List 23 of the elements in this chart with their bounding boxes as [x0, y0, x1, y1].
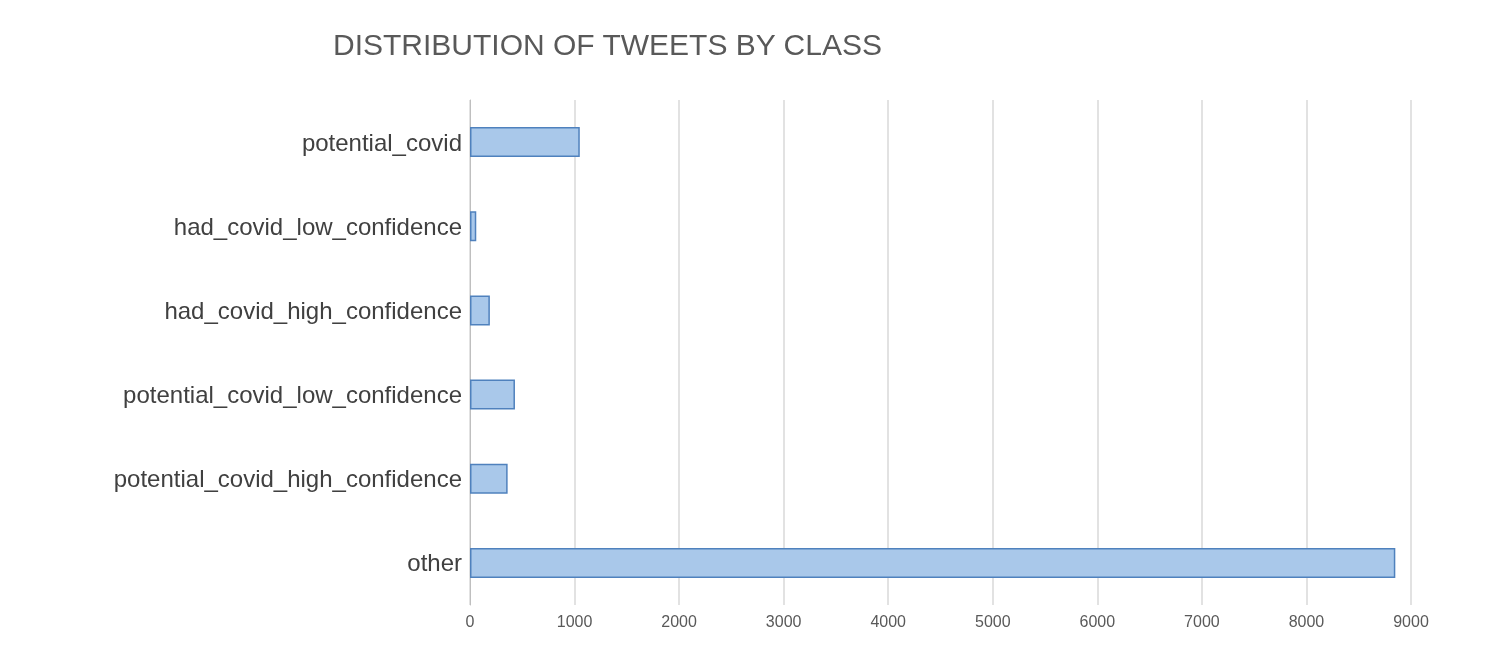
x-tick-label: 7000: [1184, 612, 1220, 630]
y-tick-label: potential_covid_low_confidence: [123, 381, 462, 409]
x-tick-label: 9000: [1393, 612, 1429, 630]
bar: [470, 295, 490, 326]
x-tick-label: 0: [465, 612, 475, 630]
chart-title: DISTRIBUTION OF TWEETS BY CLASS: [333, 27, 882, 61]
x-tick-label: 6000: [1079, 612, 1116, 630]
bar: [470, 379, 515, 410]
bar: [470, 547, 1396, 578]
y-tick-label: other: [407, 549, 463, 577]
bar: [470, 211, 477, 242]
y-tick-label: potential_covid: [301, 128, 462, 156]
bar: [470, 463, 508, 494]
x-tick-label: 5000: [974, 612, 1011, 630]
x-tick-label: 2000: [661, 612, 698, 630]
y-tick-label: had_covid_low_confidence: [173, 212, 462, 240]
x-tick-label: 1000: [556, 612, 593, 630]
x-tick-label: 4000: [870, 612, 907, 630]
bar: [470, 127, 580, 158]
x-tick-label: 8000: [1288, 612, 1325, 630]
y-tick-label: had_covid_high_confidence: [164, 296, 462, 324]
y-tick-label: potential_covid_high_confidence: [113, 465, 462, 493]
x-tick-label: 3000: [765, 612, 802, 630]
